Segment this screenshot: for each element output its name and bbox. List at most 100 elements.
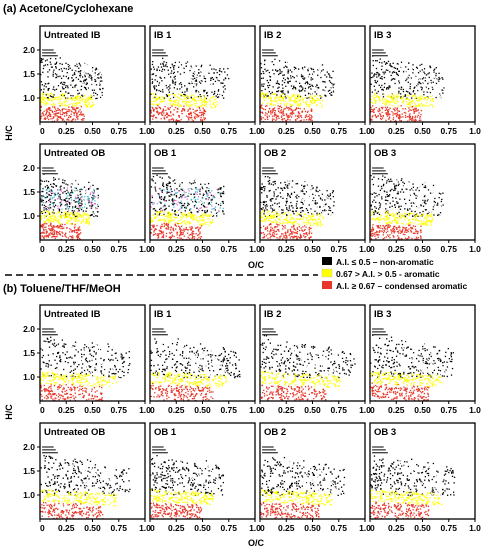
point-nonaromatic xyxy=(410,202,412,204)
point-condensed xyxy=(43,232,45,234)
point-condensed xyxy=(183,105,185,107)
point-nonaromatic xyxy=(302,185,305,188)
point-nonaromatic xyxy=(389,71,391,73)
point-condensed xyxy=(167,108,170,110)
point-aromatic xyxy=(79,104,81,107)
point-aromatic xyxy=(188,104,190,106)
point-nonaromatic xyxy=(163,69,166,71)
point-nonaromatic xyxy=(79,74,81,77)
point-condensed xyxy=(203,118,206,121)
point-nonaromatic xyxy=(281,71,283,73)
point-aromatic xyxy=(91,95,93,98)
point-condensed xyxy=(393,113,396,115)
point-condensed xyxy=(42,113,45,115)
point-condensed xyxy=(51,110,53,112)
point-aromatic xyxy=(305,103,307,105)
point-aromatic xyxy=(40,97,42,100)
point-condensed xyxy=(279,112,281,114)
point-aromatic xyxy=(310,215,313,217)
section-b-title: (b) Toluene/THF/MeOH xyxy=(3,283,121,295)
point-overlay-cyan xyxy=(210,203,212,206)
point-nonaromatic xyxy=(381,187,383,190)
point-condensed xyxy=(178,225,180,228)
point-nonaromatic xyxy=(296,207,298,209)
point-nonaromatic xyxy=(308,86,310,88)
point-aromatic xyxy=(402,102,405,104)
point-nonaromatic xyxy=(152,180,154,182)
point-aromatic xyxy=(421,214,423,216)
point-nonaromatic xyxy=(438,78,440,81)
point-condensed xyxy=(299,236,302,239)
point-nonaromatic xyxy=(61,70,63,72)
point-nonaromatic xyxy=(56,74,58,76)
point-aromatic xyxy=(429,215,432,218)
point-nonaromatic xyxy=(162,91,164,93)
point-nonaromatic xyxy=(197,211,199,213)
point-aromatic xyxy=(370,98,372,100)
point-nonaromatic xyxy=(75,187,77,189)
point-nonaromatic xyxy=(439,78,441,80)
point-condensed xyxy=(391,232,393,234)
point-nonaromatic xyxy=(417,89,419,92)
point-overlay-cyan xyxy=(95,196,97,198)
point-aromatic xyxy=(157,212,160,214)
point-aromatic xyxy=(406,217,408,219)
point-nonaromatic xyxy=(186,61,188,63)
point-aromatic xyxy=(432,219,434,221)
point-nonaromatic xyxy=(84,87,87,90)
point-overlay-cyan xyxy=(166,191,168,193)
point-aromatic xyxy=(64,216,66,218)
point-aromatic xyxy=(270,99,272,101)
point-condensed xyxy=(398,116,401,118)
point-aromatic xyxy=(269,102,272,105)
point-nonaromatic xyxy=(66,204,68,206)
point-nonaromatic xyxy=(55,61,58,63)
point-condensed xyxy=(260,106,262,109)
point-condensed xyxy=(50,118,52,120)
point-condensed xyxy=(45,117,47,119)
point-nonaromatic xyxy=(196,76,198,79)
point-nonaromatic xyxy=(280,182,282,184)
point-condensed xyxy=(395,115,398,117)
point-nonaromatic xyxy=(438,93,441,95)
point-overlay-cyan xyxy=(190,198,193,200)
point-condensed xyxy=(41,115,43,117)
streak xyxy=(60,52,96,99)
point-nonaromatic xyxy=(267,69,269,72)
point-condensed xyxy=(291,109,293,111)
point-condensed xyxy=(414,115,417,117)
point-condensed xyxy=(54,226,56,228)
point-aromatic xyxy=(302,216,305,218)
point-nonaromatic xyxy=(192,86,195,88)
point-nonaromatic xyxy=(289,80,291,82)
point-aromatic xyxy=(50,220,52,222)
point-overlay-pink xyxy=(198,188,201,190)
point-condensed xyxy=(75,115,78,117)
point-aromatic xyxy=(201,219,203,221)
point-nonaromatic xyxy=(193,193,196,195)
point-condensed xyxy=(168,108,170,110)
point-aromatic xyxy=(384,219,386,222)
point-nonaromatic xyxy=(304,90,306,92)
point-nonaromatic xyxy=(173,76,175,78)
point-nonaromatic xyxy=(417,83,419,85)
point-aromatic xyxy=(56,98,59,100)
point-nonaromatic xyxy=(190,212,193,214)
point-overlay-pink xyxy=(87,199,89,201)
point-condensed xyxy=(197,230,200,232)
point-condensed xyxy=(295,232,297,234)
point-condensed xyxy=(371,110,374,113)
point-condensed xyxy=(196,114,198,116)
point-condensed xyxy=(275,230,277,233)
point-nonaromatic xyxy=(68,92,70,94)
point-aromatic xyxy=(417,223,419,225)
point-nonaromatic xyxy=(165,184,168,187)
point-nonaromatic xyxy=(331,77,333,79)
point-aromatic xyxy=(426,215,429,217)
point-aromatic xyxy=(262,221,264,223)
point-nonaromatic xyxy=(78,92,80,94)
point-aromatic xyxy=(64,104,66,106)
point-nonaromatic xyxy=(204,77,207,80)
point-nonaromatic xyxy=(217,203,220,206)
point-nonaromatic xyxy=(381,78,383,80)
